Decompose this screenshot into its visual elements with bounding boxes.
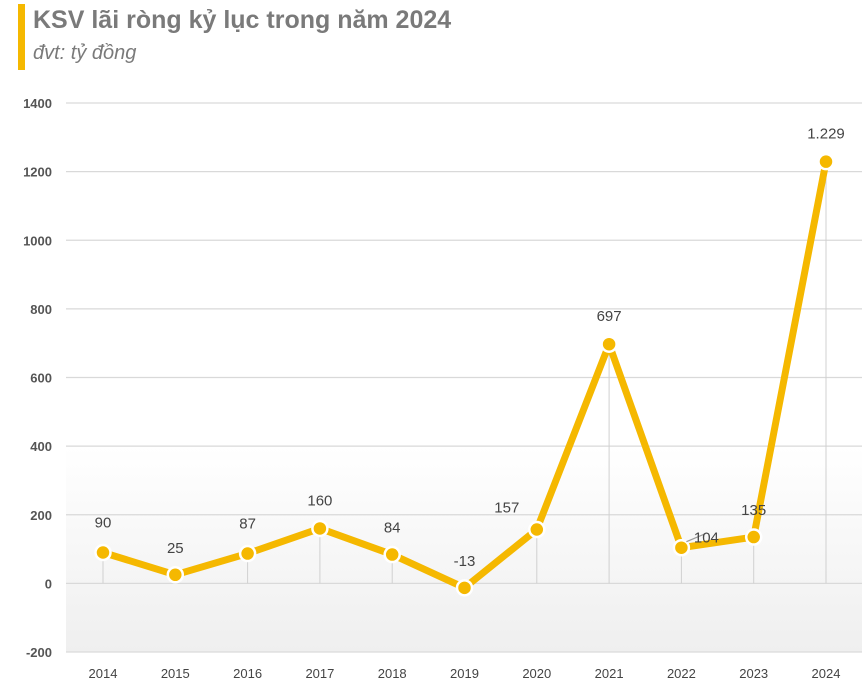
y-tick-label: 400 [30, 439, 52, 454]
data-point [455, 579, 474, 597]
x-tick-label: 2014 [89, 666, 118, 681]
y-tick-label: 1400 [23, 96, 52, 111]
y-tick-label: 600 [30, 371, 52, 386]
data-point [238, 544, 257, 563]
x-tick-label: 2022 [667, 666, 696, 681]
y-tick-label: 0 [45, 576, 52, 591]
x-tick-label: 2020 [522, 666, 551, 681]
y-tick-label: 1200 [23, 165, 52, 180]
x-tick-label: 2024 [812, 666, 841, 681]
x-tick-label: 2023 [739, 666, 768, 681]
x-tick-label: 2017 [305, 666, 334, 681]
x-tick-label: 2015 [161, 666, 190, 681]
data-label: 104 [694, 530, 719, 547]
x-tick-label: 2019 [450, 666, 479, 681]
data-point [166, 566, 185, 584]
data-label: 84 [384, 520, 401, 537]
data-label: 697 [597, 308, 622, 325]
data-point [744, 528, 763, 546]
plot-area [66, 446, 862, 652]
y-tick-label: 1000 [23, 233, 52, 248]
gridlines [66, 102, 862, 653]
data-point [94, 543, 112, 562]
title-accent-bar [18, 4, 25, 70]
series-net-profit [94, 152, 835, 597]
data-point [817, 152, 835, 171]
data-label: 1.229 [807, 126, 845, 143]
data-label: 160 [307, 492, 332, 509]
data-label: 25 [167, 540, 184, 557]
data-labels: 90 25 87 160 84 -13 157 697 104 135 1.229 [95, 126, 845, 570]
data-point [383, 545, 401, 564]
data-label: -13 [454, 553, 476, 570]
x-tick-label: 2016 [233, 666, 262, 681]
x-tick-label: 2021 [595, 666, 624, 681]
y-tick-label: 200 [30, 508, 52, 523]
x-axis: 2014 2015 2016 2017 2018 2019 2020 2021 2022 2023… [89, 666, 841, 681]
data-label: 135 [741, 502, 766, 519]
y-axis: -200 0 200 400 600 800 1000 1200 1400 [23, 96, 52, 660]
label-leader-line [686, 533, 706, 543]
chart-subtitle: đvt: tỷ đồng [33, 42, 137, 64]
data-label: 87 [239, 516, 256, 533]
y-tick-label: 800 [30, 302, 52, 317]
y-tick-label: -200 [26, 645, 52, 660]
data-point [528, 520, 546, 539]
data-point [311, 519, 329, 538]
chart-title: KSV lãi ròng kỷ lục trong năm 2024 [33, 6, 452, 34]
data-label: 90 [95, 514, 112, 531]
data-label: 157 [494, 500, 519, 517]
x-tick-label: 2018 [378, 666, 407, 681]
data-point [600, 335, 618, 353]
data-point [672, 538, 691, 557]
